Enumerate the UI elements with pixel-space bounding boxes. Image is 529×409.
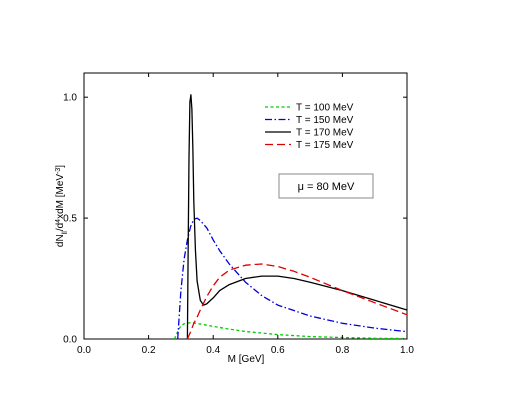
series-line-2 <box>177 217 408 340</box>
x-tick-label: 0.2 <box>142 345 156 356</box>
x-tick-label: 0.6 <box>271 345 285 356</box>
y-title-base: dN <box>55 234 66 247</box>
y-title-end: ] <box>55 165 66 168</box>
y-tick-label: 0.0 <box>63 335 77 346</box>
y-title-sup2: -3 <box>55 168 62 174</box>
y-axis-title: dNll/d4xdM [MeV-3] <box>55 165 69 247</box>
legend-label: T = 175 MeV <box>296 140 354 151</box>
x-axis-title: M [GeV] <box>228 354 265 365</box>
x-axis: 0.0 0.2 0.4 0.6 0.8 1.0 <box>77 73 414 356</box>
y-title-sup: 4 <box>55 219 62 223</box>
y-tick-label: 0.5 <box>63 214 77 225</box>
legend-label: T = 170 MeV <box>296 128 354 139</box>
annotation-box <box>278 173 374 199</box>
y-title-tail: xdM [MeV <box>55 174 66 219</box>
y-title-mid: /d <box>55 223 66 231</box>
y-axis: 0.0 0.5 1.0 <box>63 93 407 346</box>
series-group <box>173 94 408 340</box>
series-line-3 <box>186 94 408 340</box>
x-tick-label: 0.0 <box>77 345 91 356</box>
x-tick-label: 1.0 <box>400 345 414 356</box>
x-tick-label: 0.8 <box>335 345 349 356</box>
legend-label: T = 150 MeV <box>296 115 354 126</box>
y-axis-title-group: dNll/d4xdM [MeV-3] <box>55 165 69 247</box>
x-tick-label: 0.4 <box>206 345 220 356</box>
y-tick-label: 1.0 <box>63 93 77 104</box>
series-line-1 <box>173 322 408 340</box>
annotation-text: μ = 80 MeV <box>298 181 355 193</box>
legend-label: T = 100 MeV <box>296 103 354 114</box>
y-title-sub1: ll <box>62 231 69 235</box>
plot-area <box>83 72 408 340</box>
